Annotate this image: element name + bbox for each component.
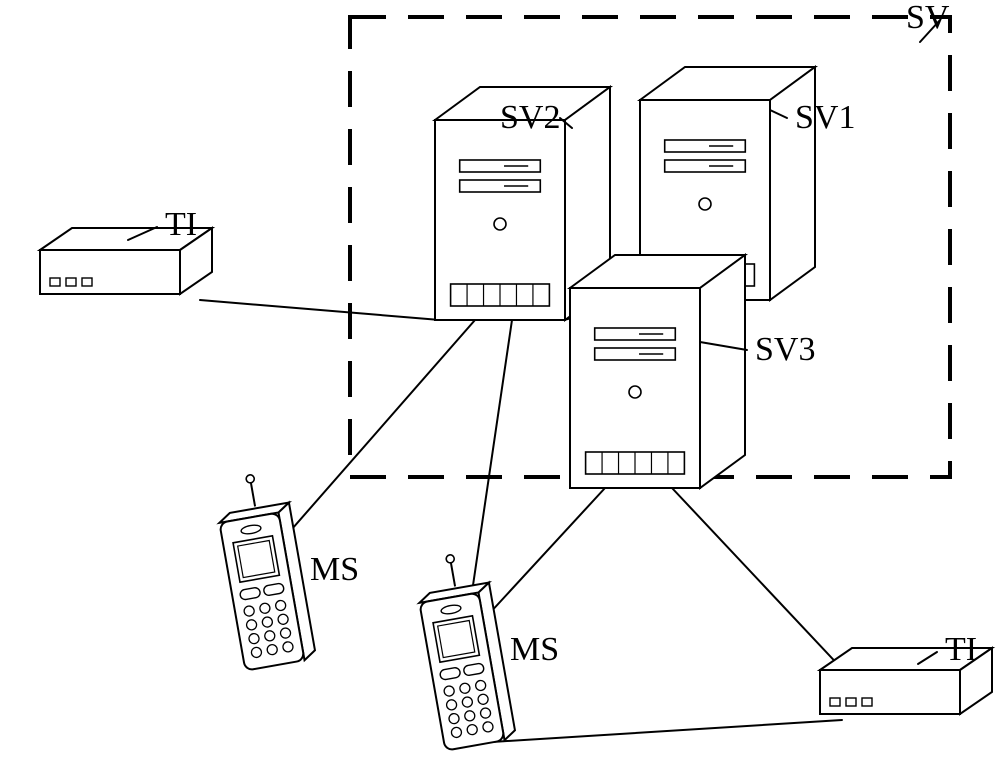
mobile-label-left: MS (310, 551, 359, 588)
mobile-right (412, 549, 516, 751)
network-diagram: SV SV1 SV2 SV3 TI TI MS MS (0, 0, 1000, 773)
terminal-label-left: TI (165, 206, 197, 243)
edge-SV3-TI_right (672, 488, 860, 688)
edge-TI_left-SV2 (200, 300, 440, 320)
server-sv3 (570, 255, 745, 488)
sv-group-label: SV (906, 0, 950, 36)
mobile-left (212, 469, 316, 671)
terminal-label-right: TI (945, 631, 977, 668)
server-label-sv1: SV1 (795, 99, 855, 136)
server-label-sv2: SV2 (500, 99, 560, 136)
edge-MS_right-TI_right (492, 720, 842, 742)
mobile-label-right: MS (510, 631, 559, 668)
edge-MS_left-SV2 (278, 320, 475, 545)
server-label-sv3: SV3 (755, 331, 815, 368)
edge-SV3-MS_right (476, 488, 605, 628)
